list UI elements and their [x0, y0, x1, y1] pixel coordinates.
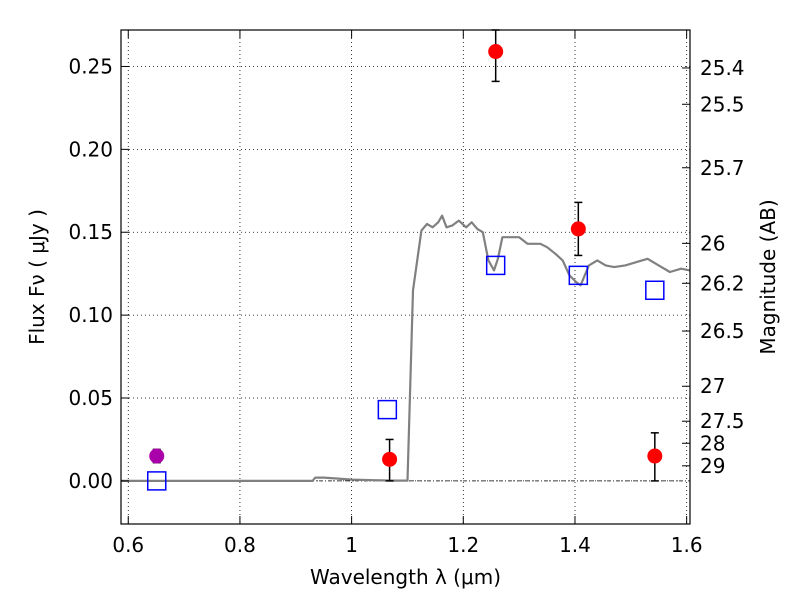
model-photometry-square	[645, 280, 665, 301]
observed-flux-point	[647, 448, 663, 464]
x-tick-label: 1.6	[671, 533, 703, 557]
y2-tick-label: 26.2	[700, 271, 745, 295]
model-photometry-square	[377, 399, 398, 420]
grid-lines	[121, 30, 690, 524]
y-tick-label: 0.15	[68, 220, 113, 244]
x-axis-label: Wavelength λ (μm)	[310, 565, 501, 589]
observed-flux-point	[570, 221, 586, 237]
y2-tick-label: 26.5	[700, 319, 745, 343]
axis-ticks: 0.6 0.8 1 1.2 1.4 1.6 0.00 0.05 0.10 0.15 0.20 0.25…	[68, 30, 745, 557]
observed-flux-point	[382, 451, 398, 467]
plot-frame	[120, 29, 691, 525]
x-tick-label: 1.2	[447, 533, 479, 557]
y2-tick-label: 25.7	[700, 156, 745, 180]
y-tick-label: 0.25	[68, 54, 113, 78]
observed-flux-point	[488, 44, 504, 60]
y2-tick-label: 25.5	[700, 92, 745, 116]
y2-axis-label: Magnitude (AB)	[756, 199, 780, 354]
y-tick-label: 0.10	[68, 303, 113, 327]
model-photometry-square	[568, 265, 589, 286]
y-tick-label: 0.20	[68, 137, 113, 161]
y-axis-label: Flux Fν ( μJy )	[25, 209, 49, 345]
y2-tick-label: 26	[700, 231, 725, 255]
y2-tick-label: 27	[700, 374, 725, 398]
y2-tick-label: 27.5	[700, 409, 745, 433]
plot-area	[121, 29, 691, 491]
x-tick-label: 0.6	[112, 533, 144, 557]
y2-tick-label: 29	[700, 454, 725, 478]
x-tick-label: 0.8	[224, 533, 256, 557]
y-tick-label: 0.00	[68, 469, 113, 493]
optical-flux-point	[149, 448, 165, 464]
y2-tick-label: 25.4	[700, 56, 745, 80]
x-tick-label: 1.4	[559, 533, 591, 557]
model-photometry-square	[485, 255, 506, 276]
model-spectrum-line	[121, 214, 691, 482]
y-tick-label: 0.05	[68, 386, 113, 410]
model-photometry-square	[146, 471, 167, 491]
x-tick-label: 1	[345, 533, 358, 557]
y2-tick-label: 28	[700, 431, 725, 455]
